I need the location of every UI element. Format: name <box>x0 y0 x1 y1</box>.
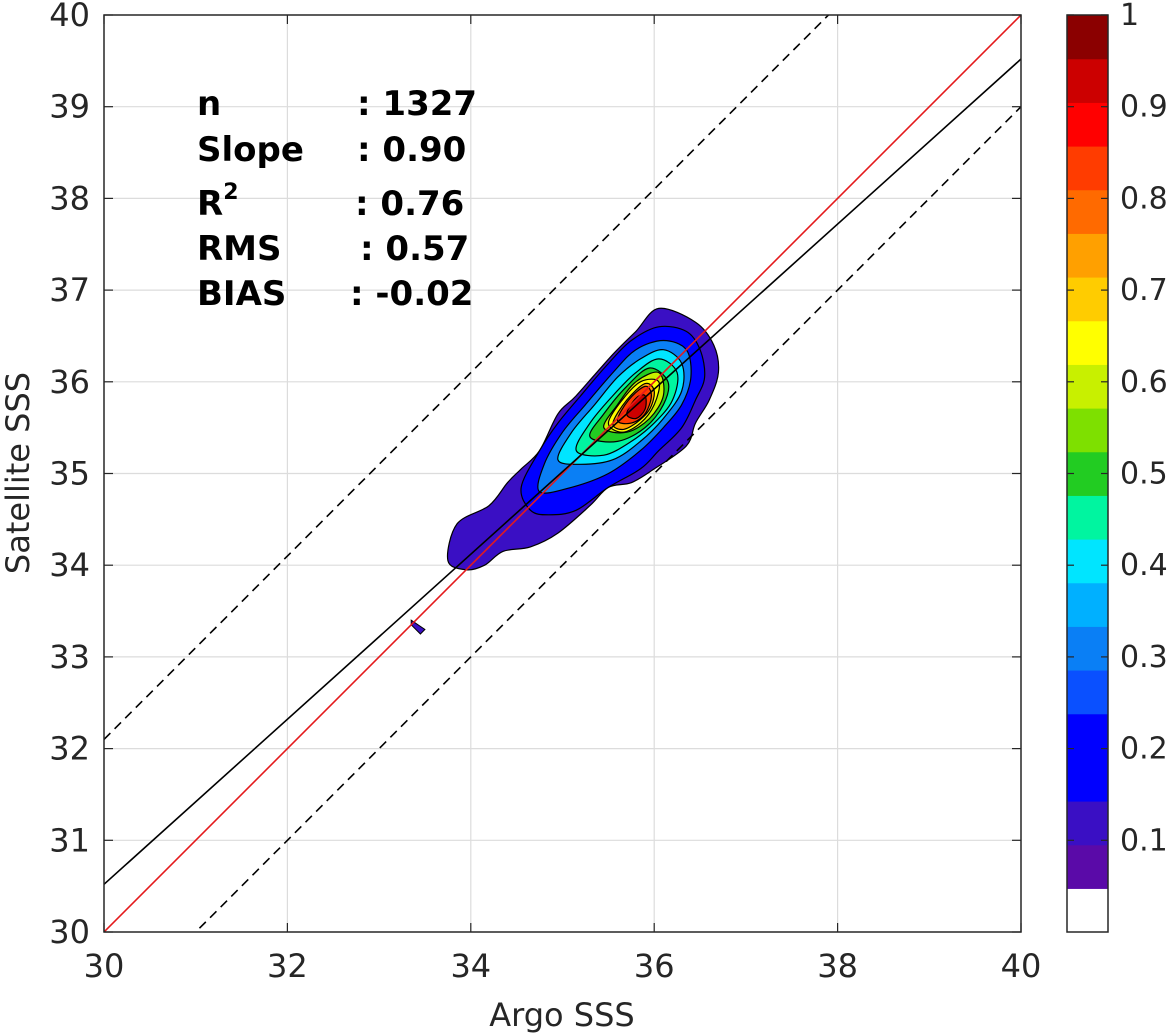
y-tick-label: 33 <box>49 638 90 676</box>
colorbar-tick-label: 1 <box>1120 0 1139 33</box>
colorbar-segment <box>1067 495 1108 540</box>
x-tick-label: 40 <box>1001 947 1042 985</box>
colorbar-segment <box>1067 801 1108 846</box>
y-tick-label: 36 <box>49 363 90 401</box>
colorbar-segment <box>1067 146 1108 191</box>
colorbar-segment <box>1067 408 1108 453</box>
colorbar-tick-label: 0.5 <box>1120 457 1168 492</box>
colorbar-segment <box>1067 670 1108 715</box>
stat-r2-value: : 0.76 <box>355 184 464 224</box>
y-tick-label: 40 <box>49 0 90 34</box>
one-to-one-line <box>104 15 1021 932</box>
stat-rms-label: RMS <box>197 229 282 269</box>
x-tick-label: 34 <box>450 947 491 985</box>
stat-r2-letter: R <box>197 184 223 224</box>
stat-r2-label: R2 <box>197 180 239 224</box>
colorbar-tick-label: 0.3 <box>1120 640 1168 675</box>
colorbar-tick-label: 0.6 <box>1120 365 1168 400</box>
stat-r2-superscript: 2 <box>223 180 238 205</box>
colorbar-tick-label: 0.7 <box>1120 273 1168 308</box>
axis-ticks: 30 32 34 36 38 40 30 31 32 33 34 35 36 37 38 39 40 <box>49 0 1041 985</box>
stat-n-label: n <box>197 84 221 124</box>
x-axis-label: Argo SSS <box>489 996 634 1034</box>
y-tick-label: 34 <box>49 546 90 584</box>
colorbar-segment <box>1067 102 1108 147</box>
y-tick-label: 38 <box>49 179 90 217</box>
grid-lines <box>104 15 1021 932</box>
colorbar-segment <box>1067 233 1108 278</box>
x-tick-label: 30 <box>84 947 125 985</box>
colorbar-segment <box>1067 757 1108 802</box>
colorbar-tick-label: 0.9 <box>1120 90 1168 125</box>
stat-bias-label: BIAS <box>197 274 286 314</box>
lower-bound-line <box>194 106 1021 932</box>
upper-bound-line <box>104 15 830 740</box>
y-axis-label: Satellite SSS <box>0 372 37 574</box>
colorbar: 0.1 0.2 0.3 0.4 0.5 0.6 0.7 0.8 0.9 1 <box>1066 0 1168 933</box>
density-outlier-patch <box>410 619 426 635</box>
colorbar-segment <box>1067 713 1108 758</box>
colorbar-segment <box>1067 320 1108 365</box>
colorbar-tick-label: 0.8 <box>1120 181 1168 216</box>
stat-rms-value: : 0.57 <box>360 229 469 269</box>
y-tick-label: 39 <box>49 88 90 126</box>
colorbar-segment <box>1067 189 1108 234</box>
colorbar-segment <box>1067 582 1108 627</box>
x-tick-label: 32 <box>267 947 308 985</box>
x-tick-label: 36 <box>634 947 675 985</box>
colorbar-segment <box>1067 626 1108 671</box>
colorbar-segment <box>1067 364 1108 409</box>
stat-n-value: : 1327 <box>357 84 477 124</box>
y-tick-label: 31 <box>49 821 90 859</box>
stat-bias-value: : -0.02 <box>350 274 473 314</box>
regression-line <box>104 58 1021 885</box>
stat-slope-value: : 0.90 <box>357 130 466 170</box>
stat-slope-label: Slope <box>197 130 304 170</box>
colorbar-tick-label: 0.2 <box>1120 732 1168 767</box>
colorbar-segment <box>1067 277 1108 322</box>
colorbar-tick-label: 0.1 <box>1120 823 1168 858</box>
x-tick-label: 38 <box>817 947 858 985</box>
y-tick-label: 37 <box>49 271 90 309</box>
colorbar-tick-label: 0.4 <box>1120 548 1168 583</box>
colorbar-segment <box>1067 539 1108 584</box>
colorbar-segment <box>1067 58 1108 103</box>
colorbar-segment <box>1067 888 1108 933</box>
reference-lines <box>104 15 1021 932</box>
y-tick-label: 30 <box>49 913 90 951</box>
colorbar-segment <box>1067 15 1108 60</box>
colorbar-segment <box>1067 844 1108 889</box>
y-tick-label: 35 <box>49 455 90 493</box>
statistics-box: n : 1327 Slope : 0.90 R2 : 0.76 RMS : 0.… <box>197 84 477 314</box>
y-tick-label: 32 <box>49 730 90 768</box>
